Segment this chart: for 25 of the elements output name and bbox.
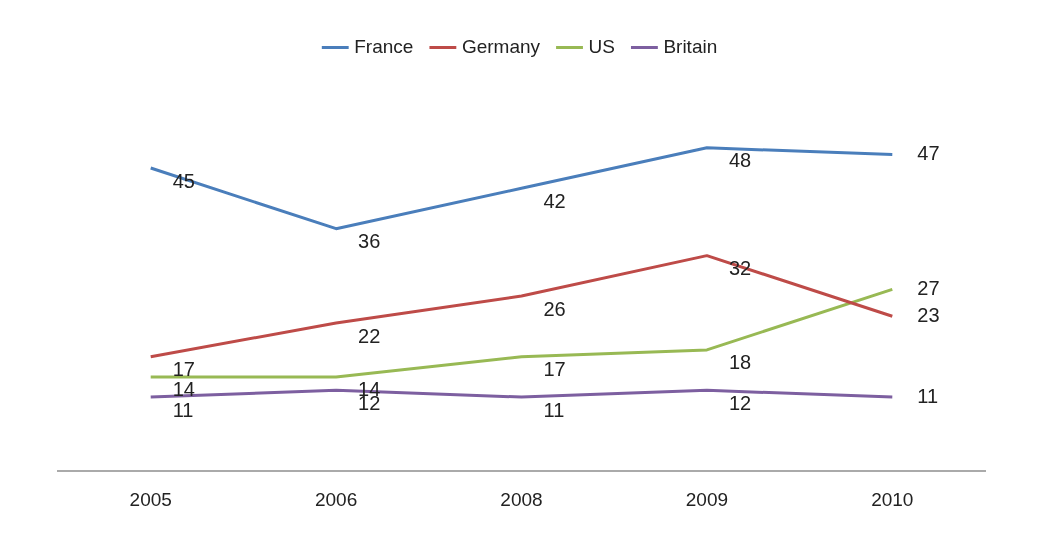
legend-label: France [354,35,414,57]
data-label: 14 [172,378,195,401]
x-tick-label: 2010 [871,488,914,510]
data-label: 11 [917,384,939,407]
legend-label: Britain [663,35,718,57]
legend-label: US [588,35,615,57]
legend-label: Germany [461,35,541,57]
data-label: 22 [358,324,381,347]
data-label: 47 [917,142,940,165]
data-label: 12 [728,391,752,414]
data-label: 17 [543,358,566,381]
data-label: 42 [543,189,566,212]
x-tick-label: 2009 [685,488,729,510]
data-label: 26 [543,297,566,320]
data-label: 36 [358,230,381,253]
data-label: 17 [172,358,195,381]
x-tick-label: 2008 [500,488,543,510]
data-label: 11 [172,398,194,421]
data-label: 11 [543,398,565,421]
x-tick-label: 2006 [314,488,358,510]
data-label: 23 [917,303,940,326]
data-label: 48 [728,149,752,172]
data-label: 27 [917,276,940,299]
data-label: 18 [728,351,752,374]
x-tick-label: 2005 [129,488,172,510]
